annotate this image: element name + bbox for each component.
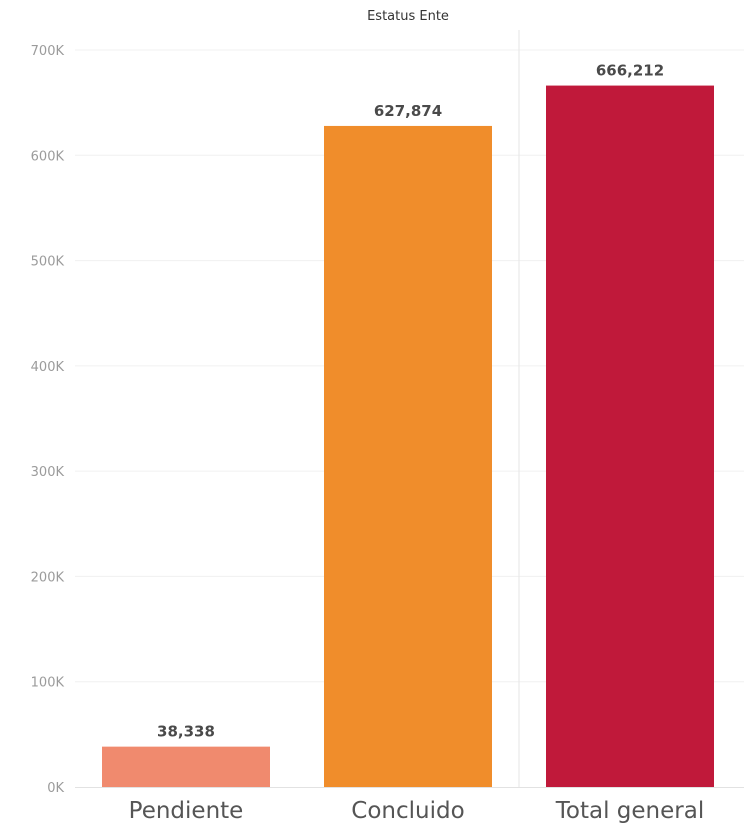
data-label: 666,212 <box>596 62 664 80</box>
bars <box>102 85 714 788</box>
x-axis: Pendiente Concluido Total general <box>129 798 705 824</box>
y-tick-label: 500K <box>31 255 65 270</box>
x-tick-label: Concluido <box>351 798 464 824</box>
x-tick-label: Total general <box>555 798 704 824</box>
y-tick-label: 400K <box>31 360 65 375</box>
y-tick-label: 100K <box>31 676 65 691</box>
y-tick-label: 700K <box>31 44 65 59</box>
bar-pendiente[interactable] <box>102 746 270 787</box>
x-tick-label: Pendiente <box>129 798 244 824</box>
chart-title: Estatus Ente <box>367 9 449 24</box>
bar-concluido[interactable] <box>324 125 492 788</box>
y-tick-label: 600K <box>31 149 65 164</box>
data-label: 38,338 <box>157 723 215 741</box>
y-tick-label: 300K <box>31 465 65 480</box>
data-label: 627,874 <box>374 102 442 120</box>
y-tick-label: 0K <box>47 781 64 796</box>
y-axis: 0K 100K 200K 300K 400K 500K 600K 700K <box>31 44 65 796</box>
y-tick-label: 200K <box>31 570 65 585</box>
bar-total-general[interactable] <box>546 85 714 788</box>
data-labels: 38,338 627,874 666,212 <box>157 62 664 741</box>
